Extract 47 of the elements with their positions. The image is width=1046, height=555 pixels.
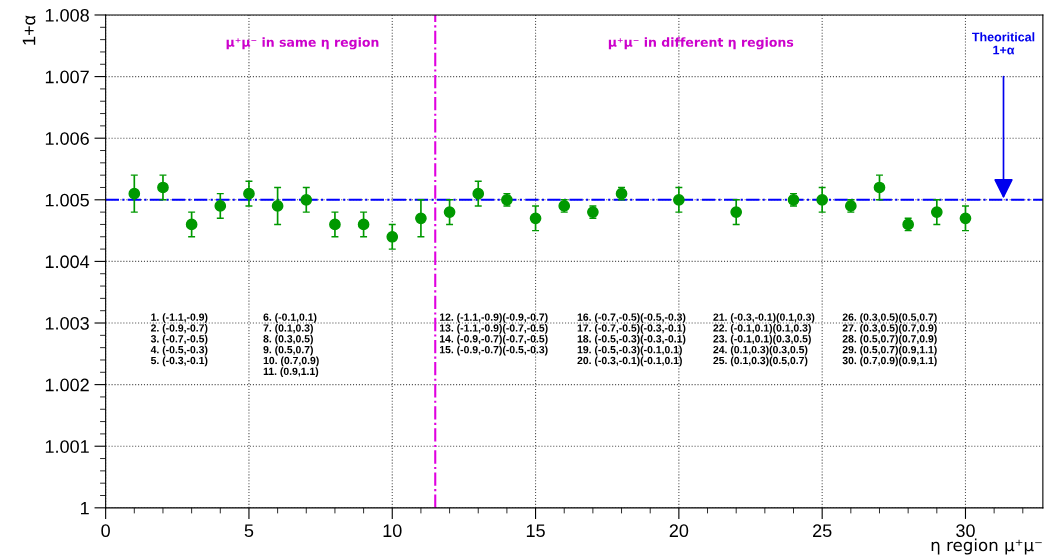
- point: [529, 212, 542, 225]
- x-tick-label: 15: [526, 524, 545, 538]
- point: [329, 218, 341, 231]
- annotation: μ⁺μ⁻ in different η regions: [608, 37, 794, 50]
- x-tick-label: 20: [669, 524, 689, 538]
- x-tick-label: 5: [244, 524, 254, 538]
- x-axis-title: η region μ⁺μ⁻: [931, 538, 1042, 555]
- annotation: Theoritical 1+α: [972, 32, 1035, 55]
- y-tick-label: 1.004: [45, 255, 90, 269]
- annotation: 6. (-0.1,0.1) 7. (0.1,0.3) 8. (0.3,0.5) 9. (0.5,0.7) 10. (0.7,0.9) 11. (0.9,1.1): [263, 313, 319, 378]
- annotation: 1. (-1.1,-0.9) 2. (-0.9,-0.7) 3. (-0.7,-0.5) 4. (-0.5,-0.3) 5. (-0.3,-0.1): [150, 313, 208, 367]
- annotation: μ⁺μ⁻ in same η region: [226, 37, 379, 50]
- point: [816, 193, 829, 206]
- y-tick-label: 1.005: [45, 193, 89, 207]
- x-tick-label: 0: [101, 524, 110, 538]
- annotation: 21. (-0.3,-0.1)(0.1,0.3) 22. (-0.1,0.1)(0.1,0.3) 23. (-0.1,0.1)(0.3,0.5) 24. (0.1,0.3)(0.3,0.5) 25. (0.1,0.3)(0.5,0.7): [713, 313, 815, 367]
- point: [128, 187, 141, 200]
- y-tick-label: 1.003: [45, 316, 89, 330]
- point: [930, 206, 943, 218]
- y-tick-label: 1.002: [45, 378, 89, 392]
- point: [214, 200, 227, 212]
- x-tick-label: 25: [813, 524, 832, 538]
- point: [357, 218, 370, 231]
- y-tick-label: 1.001: [45, 440, 89, 453]
- annotation: 12. (-1.1,-0.9)(-0.9,-0.7) 13. (-1.1,-0.9)(-0.7,-0.5) 14. (-0.9,-0.7)(-0.7,-0.5) 15. (-0.9,-0.7)(-0.5,-0.3): [439, 313, 548, 356]
- point: [243, 187, 255, 200]
- x-tick-label: 10: [383, 524, 402, 538]
- point: [300, 193, 313, 206]
- annotation: 16. (-0.7,-0.5)(-0.5,-0.3) 17. (-0.7,-0.5)(-0.3,-0.1) 18. (-0.5,-0.3)(-0.3,-0.1) 19. (-0.5,-0.3)(-0.1,0.1) 20. (-0.3,-0.1)(-0.1,0.1): [577, 313, 686, 367]
- y-tick-label: 1.006: [45, 132, 89, 145]
- point: [873, 181, 886, 194]
- y-tick-label: 1.007: [45, 70, 89, 84]
- point: [443, 206, 456, 218]
- annotation: 26. (0.3,0.5)(0.5,0.7) 27. (0.3,0.5)(0.7,0.9) 28. (0.5,0.7)(0.7,0.9) 29. (0.5,0.7)(0.9,1.1) 30. (0.7,0.9)(0.9,1.1): [842, 313, 937, 367]
- point: [730, 206, 743, 218]
- y-tick-label: 1: [81, 501, 89, 515]
- point: [415, 212, 427, 225]
- x-tick-label: 30: [956, 524, 975, 538]
- point: [673, 193, 685, 206]
- point: [157, 181, 169, 194]
- y-axis-title: 1+α: [22, 15, 36, 45]
- y-tick-label: 1.008: [45, 8, 89, 22]
- point: [472, 187, 485, 200]
- point: [271, 200, 284, 212]
- point: [185, 218, 198, 231]
- point: [959, 212, 972, 225]
- point: [386, 230, 399, 243]
